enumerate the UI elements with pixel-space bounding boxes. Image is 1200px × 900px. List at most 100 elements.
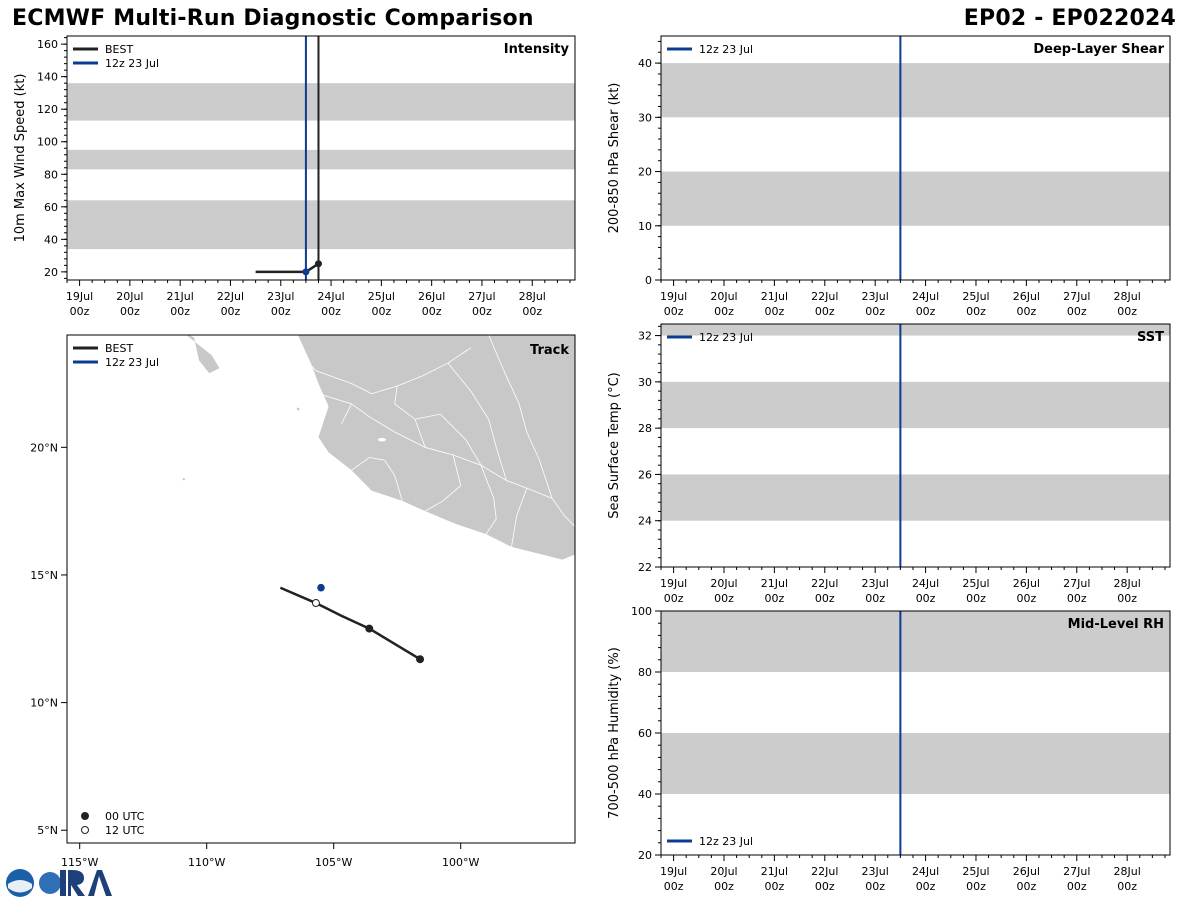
panel-sst: 19Jul 00z 20Jul 00z 21Jul 00z 22Jul 00z 23Jul 00z… [607, 323, 1171, 605]
y-tick-label: 10 [638, 220, 652, 233]
x-tick-label-hour: 00z [765, 592, 785, 605]
panel-label: SST [1137, 330, 1164, 345]
y-tick-label: 80 [638, 666, 652, 679]
x-tick-label-hour: 00z [916, 880, 936, 893]
axes-frame [660, 323, 1171, 568]
panel-label: Track [530, 343, 569, 358]
y-tick-label: 20°N [30, 441, 58, 454]
x-tick-label-hour: 00z [966, 305, 986, 318]
x-tick-label-date: 22Jul [811, 577, 838, 590]
state-border [424, 454, 462, 512]
x-tick-label-hour: 00z [815, 880, 835, 893]
axes-frame [66, 35, 576, 281]
island-marias [296, 407, 300, 411]
y-tick-label: 40 [638, 57, 652, 70]
x-tick-label-date: 22Jul [811, 865, 838, 878]
x-tick-label-hour: 00z [1117, 880, 1137, 893]
y-tick-label: 20 [638, 849, 652, 862]
legend-label: 12z 23 Jul [699, 331, 753, 344]
x-tick-label: 115°W [61, 856, 98, 869]
y-tick-label: 100 [631, 605, 652, 618]
x-tick-label-date: 23Jul [862, 865, 889, 878]
y-tick-label: 100 [37, 136, 58, 149]
x-tick-label-date: 25Jul [962, 290, 989, 303]
x-tick-label-date: 26Jul [1013, 290, 1040, 303]
panel-shear: 19Jul 00z 20Jul 00z 21Jul 00z 22Jul 00z 23Jul 00z… [607, 35, 1171, 318]
y-axis-label: 10m Max Wind Speed (kt) [13, 74, 28, 243]
y-tick-label: 26 [638, 468, 652, 481]
x-tick-label: 100°W [442, 856, 479, 869]
x-tick-label-date: 23Jul [862, 577, 889, 590]
run-position-point [317, 583, 325, 592]
plot-area-rh [661, 611, 1170, 855]
state-border [511, 488, 528, 547]
x-tick-label-hour: 00z [422, 305, 442, 318]
threshold-band [67, 200, 575, 250]
x-tick-label-date: 24Jul [912, 865, 939, 878]
x-tick-label-hour: 00z [664, 880, 684, 893]
island-socorro [182, 478, 186, 481]
state-border [318, 393, 553, 499]
x-tick-label-date: 25Jul [962, 577, 989, 590]
y-tick-label: 5°N [37, 824, 58, 837]
x-tick-label-date: 24Jul [317, 290, 344, 303]
y-tick-label: 22 [638, 561, 652, 574]
data-point [302, 268, 310, 276]
x-tick-label-date: 25Jul [368, 290, 395, 303]
panel-label: Deep-Layer Shear [1033, 42, 1164, 57]
plot-area-shear [661, 36, 1170, 280]
state-border [371, 347, 472, 395]
x-tick-label-hour: 00z [815, 592, 835, 605]
y-axis-label: 200-850 hPa Shear (kt) [607, 83, 622, 234]
x-tick-label-hour: 00z [1067, 880, 1087, 893]
best-track-point [365, 624, 374, 633]
y-tick-label: 140 [37, 71, 58, 84]
legend-label: 12z 23 Jul [699, 43, 753, 56]
threshold-band [661, 611, 1170, 672]
x-tick-label-date: 28Jul [1114, 577, 1141, 590]
state-border [414, 413, 482, 466]
lake-chapala [377, 437, 386, 442]
panel-rh: 19Jul 00z 20Jul 00z 21Jul 00z 22Jul 00z 23Jul 00z… [607, 605, 1171, 893]
threshold-band [661, 63, 1170, 118]
state-border [488, 335, 553, 499]
threshold-band [67, 83, 575, 121]
state-border [351, 457, 403, 502]
x-tick-label-hour: 00z [916, 592, 936, 605]
legend-label: 12z 23 Jul [105, 57, 159, 70]
legend-label: 12z 23 Jul [699, 835, 753, 848]
cira-wordmark [60, 870, 112, 896]
x-tick-label-date: 20Jul [710, 865, 737, 878]
globe-icon [39, 872, 61, 894]
state-border [480, 465, 497, 535]
x-tick-label-hour: 00z [765, 305, 785, 318]
x-tick-label-hour: 00z [664, 592, 684, 605]
x-tick-label-date: 19Jul [660, 865, 687, 878]
x-tick-label-hour: 00z [472, 305, 492, 318]
legend-label: BEST [105, 342, 133, 355]
x-tick-label-date: 22Jul [217, 290, 244, 303]
x-tick-label-date: 28Jul [1114, 865, 1141, 878]
x-tick-label-hour: 00z [1016, 880, 1036, 893]
y-tick-label: 28 [638, 422, 652, 435]
y-axis-label: 700-500 hPa Humidity (%) [607, 647, 622, 819]
x-tick-label-hour: 00z [714, 305, 734, 318]
x-tick-label-hour: 00z [1067, 305, 1087, 318]
y-tick-label: 40 [638, 788, 652, 801]
x-tick-label-hour: 00z [765, 880, 785, 893]
x-tick-label-date: 24Jul [912, 577, 939, 590]
map-area [182, 335, 575, 664]
y-tick-label: 30 [638, 376, 652, 389]
panel-track: 115°W 110°W 105°W 100°W 5°N 10°N 15°N 20°N Track… [30, 334, 576, 869]
x-tick-label-hour: 00z [865, 592, 885, 605]
best-track-point [311, 599, 320, 608]
y-tick-label: 30 [638, 111, 652, 124]
x-tick-label-date: 26Jul [1013, 577, 1040, 590]
x-tick-label-hour: 00z [865, 880, 885, 893]
y-tick-label: 0 [645, 274, 652, 287]
x-tick-label-hour: 00z [714, 880, 734, 893]
y-tick-label: 60 [638, 727, 652, 740]
noaa-cira-logo [6, 869, 112, 897]
x-tick-label: 110°W [188, 856, 225, 869]
x-tick-label-date: 19Jul [660, 290, 687, 303]
